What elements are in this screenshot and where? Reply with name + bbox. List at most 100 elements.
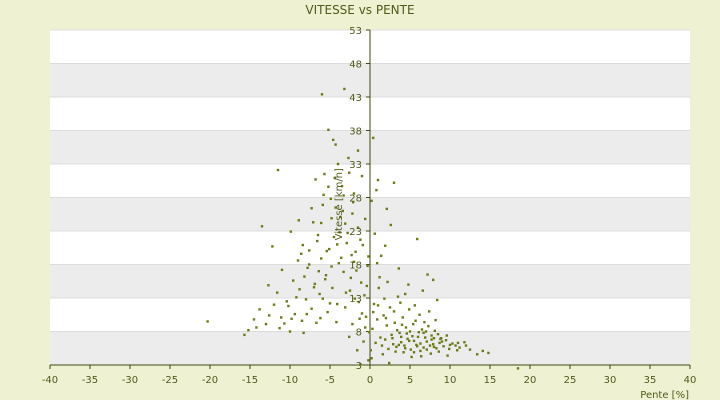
- data-point: [367, 255, 370, 258]
- data-point: [384, 338, 387, 341]
- data-point: [360, 174, 364, 178]
- data-point: [296, 259, 300, 262]
- data-point: [399, 301, 402, 304]
- data-point: [347, 156, 350, 160]
- y-tick-label: 23: [349, 227, 362, 238]
- data-point: [268, 314, 271, 317]
- data-point: [298, 288, 301, 291]
- y-axis-title: Vitesse [km/h]: [334, 168, 345, 240]
- data-point: [308, 263, 311, 266]
- data-point: [285, 300, 288, 303]
- data-point: [400, 341, 403, 344]
- axes: [49, 29, 691, 369]
- data-point: [308, 249, 311, 252]
- x-tick-label: 15: [484, 375, 497, 386]
- data-point: [336, 302, 339, 306]
- data-point: [356, 349, 359, 352]
- data-point: [271, 245, 274, 248]
- data-point: [280, 316, 283, 319]
- data-point: [336, 243, 339, 246]
- data-points: [206, 87, 520, 370]
- data-point: [439, 337, 442, 341]
- data-point: [410, 355, 413, 359]
- data-point: [243, 333, 246, 337]
- data-point: [367, 359, 370, 362]
- data-point: [341, 209, 344, 213]
- data-point: [416, 335, 420, 339]
- data-point: [400, 335, 403, 339]
- data-point: [340, 184, 344, 188]
- data-point: [342, 270, 345, 274]
- data-point: [408, 339, 411, 343]
- data-point: [364, 326, 367, 329]
- data-point: [280, 268, 284, 272]
- data-point: [425, 348, 428, 351]
- data-point: [328, 302, 332, 305]
- data-point: [481, 349, 484, 353]
- data-point: [264, 322, 268, 326]
- data-point: [433, 329, 436, 333]
- data-point: [429, 352, 432, 355]
- data-point: [348, 289, 352, 292]
- data-point: [372, 136, 375, 140]
- data-point: [327, 128, 330, 132]
- data-point: [324, 278, 327, 281]
- data-point: [297, 219, 300, 222]
- data-point: [319, 316, 322, 320]
- data-point: [355, 269, 358, 272]
- x-axis-title: Pente [%]: [640, 390, 689, 400]
- data-point: [362, 340, 365, 343]
- data-point: [321, 203, 324, 207]
- data-point: [320, 93, 324, 96]
- data-point: [356, 149, 360, 152]
- data-point: [428, 310, 431, 313]
- data-point: [407, 283, 410, 286]
- data-point: [302, 331, 305, 335]
- data-point: [310, 307, 313, 310]
- data-point: [329, 197, 332, 201]
- data-point: [278, 326, 281, 330]
- data-point: [290, 317, 293, 320]
- data-point: [384, 316, 388, 320]
- data-point: [380, 254, 383, 257]
- data-point: [354, 250, 357, 253]
- data-point: [386, 280, 389, 284]
- data-point: [252, 318, 256, 321]
- data-point: [372, 302, 376, 306]
- x-tick-label: -10: [282, 375, 298, 386]
- data-point: [409, 348, 412, 351]
- data-point: [368, 330, 371, 334]
- data-point: [366, 264, 369, 268]
- data-point: [392, 181, 396, 184]
- data-point: [516, 367, 520, 370]
- data-point: [312, 286, 316, 289]
- data-point: [304, 298, 308, 301]
- data-point: [397, 267, 400, 270]
- data-point: [381, 353, 384, 356]
- data-point: [352, 260, 356, 264]
- data-point: [301, 243, 304, 247]
- data-point: [310, 207, 313, 210]
- data-point: [312, 221, 315, 224]
- data-point: [420, 328, 424, 331]
- data-point: [468, 348, 472, 351]
- x-tick-label: -40: [42, 375, 58, 386]
- data-point: [359, 238, 362, 241]
- data-point: [417, 330, 420, 334]
- data-point: [421, 289, 424, 292]
- data-point: [348, 171, 351, 174]
- data-point: [416, 237, 419, 241]
- data-point: [398, 331, 401, 335]
- y-tick-label: 33: [349, 160, 362, 171]
- y-tick-label: 38: [349, 127, 362, 138]
- data-point: [428, 344, 432, 347]
- data-point: [352, 200, 355, 204]
- data-point: [451, 342, 454, 345]
- data-point: [405, 332, 408, 335]
- data-point: [255, 326, 258, 329]
- data-point: [346, 231, 349, 235]
- data-point: [432, 337, 436, 340]
- data-point: [430, 334, 433, 337]
- data-point: [322, 193, 325, 197]
